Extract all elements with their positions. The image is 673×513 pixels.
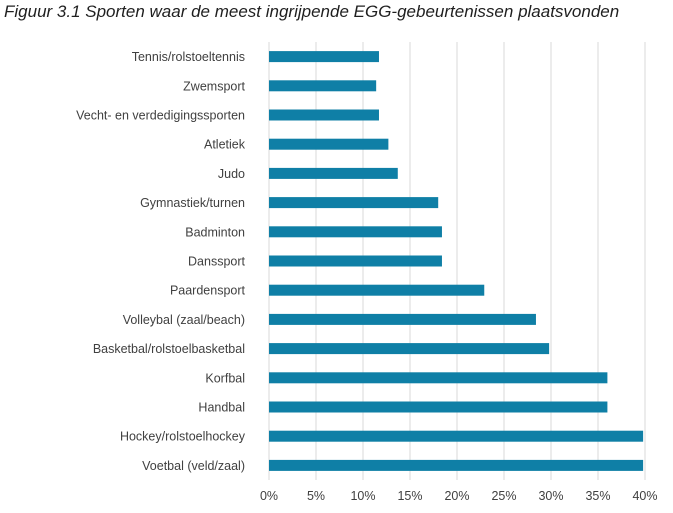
bar: [269, 313, 536, 325]
x-tick-label: 30%: [538, 489, 563, 503]
category-label: Korfbal: [205, 371, 245, 385]
x-tick-label: 35%: [585, 489, 610, 503]
category-label: Handbal: [198, 401, 245, 415]
bar: [269, 343, 550, 355]
x-tick-label: 25%: [491, 489, 516, 503]
bar: [269, 372, 608, 384]
category-label: Hockey/rolstoelhockey: [120, 430, 246, 444]
bar: [269, 284, 485, 296]
category-label: Danssport: [188, 255, 245, 269]
x-axis-tick-labels: 0% 5% 10% 15% 20% 25% 30% 35% 40%: [260, 489, 658, 503]
bar: [269, 197, 439, 209]
x-tick-label: 0%: [260, 489, 278, 503]
bar: [269, 459, 644, 471]
bar: [269, 109, 379, 121]
x-tick-label: 5%: [307, 489, 325, 503]
category-label: Badminton: [185, 225, 245, 239]
figure-title: Figuur 3.1 Sporten waar de meest ingrijp…: [4, 2, 620, 21]
category-label: Vecht- en verdedigingssporten: [76, 109, 245, 123]
bar: [269, 255, 442, 267]
category-label: Paardensport: [170, 284, 246, 298]
category-label: Judo: [218, 167, 245, 181]
category-label: Atletiek: [204, 138, 246, 152]
bar: [269, 51, 379, 63]
bar: [269, 138, 389, 150]
category-label: Volleybal (zaal/beach): [123, 313, 245, 327]
category-labels: Tennis/rolstoeltennis Zwemsport Vecht- en …: [76, 50, 246, 473]
bar: [269, 401, 608, 413]
category-label: Basketbal/rolstoelbasketbal: [93, 342, 245, 356]
bar: [269, 80, 377, 92]
x-tick-label: 10%: [350, 489, 375, 503]
x-tick-label: 15%: [397, 489, 422, 503]
category-label: Voetbal (veld/zaal): [142, 459, 245, 473]
category-label: Gymnastiek/turnen: [140, 196, 245, 210]
category-label: Tennis/rolstoeltennis: [132, 50, 245, 64]
x-tick-label: 20%: [444, 489, 469, 503]
bar: [269, 226, 442, 238]
bar: [269, 167, 398, 179]
category-label: Zwemsport: [183, 79, 245, 93]
x-tick-label: 40%: [632, 489, 657, 503]
bars: [269, 51, 644, 471]
bar: [269, 430, 644, 442]
